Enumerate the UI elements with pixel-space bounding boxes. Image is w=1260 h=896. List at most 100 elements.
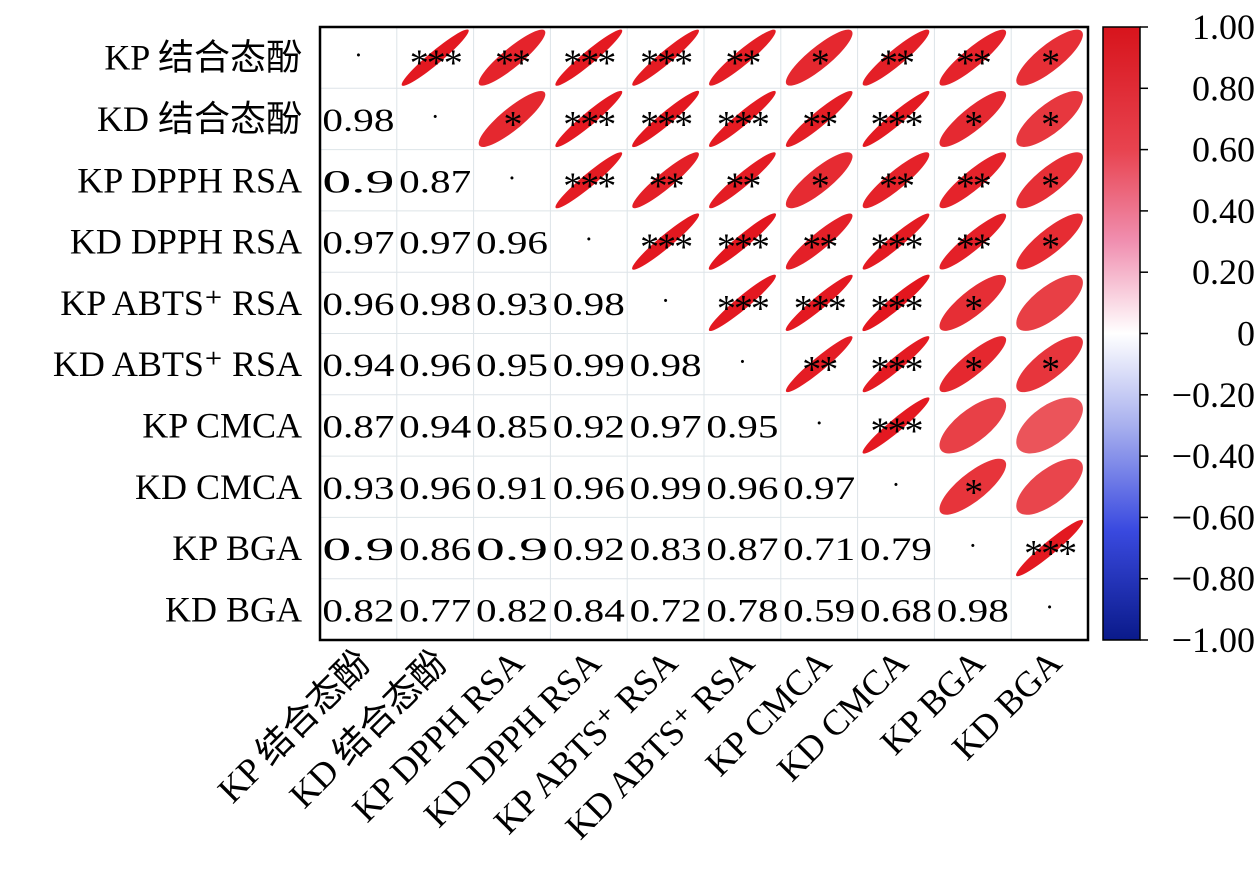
significance-stars: * [1041, 104, 1059, 146]
colorbar-ticks: 1.00 0.80 0.60 0.40 0.20 0 −0.20 −0.40 −0.60 −0.8… [1140, 7, 1255, 660]
correlation-ellipse-group [478, 90, 546, 147]
correlation-ellipse [862, 29, 930, 86]
correlation-value: 0.9 [322, 532, 394, 568]
correlation-value: 0.82 [476, 593, 548, 629]
correlation-value: 0.96 [476, 226, 548, 262]
correlation-value: 0.87 [399, 164, 471, 200]
correlation-ellipse [785, 90, 853, 147]
significance-stars: ** [956, 227, 991, 269]
row-label: KD BGA [165, 589, 302, 629]
correlation-ellipse [709, 90, 776, 147]
correlation-ellipse-group [401, 29, 469, 86]
correlation-ellipse-group [555, 90, 623, 148]
correlation-ellipse [785, 274, 853, 331]
correlation-ellipse-group [478, 29, 546, 86]
correlation-ellipse-group [632, 152, 699, 209]
significance-stars: ** [725, 43, 760, 85]
significance-stars: * [811, 43, 829, 85]
colorbar-tick-label: 0.60 [1192, 130, 1255, 170]
correlation-value: 0.68 [860, 593, 932, 629]
correlation-ellipse-group [1016, 90, 1083, 147]
correlation-value: 0.94 [399, 409, 471, 445]
diagonal-marker: · [892, 470, 901, 499]
significance-stars: *** [871, 288, 923, 330]
correlation-ellipse [1016, 274, 1083, 331]
significance-stars: ** [802, 227, 837, 269]
diagonal-marker: · [354, 41, 363, 70]
significance-stars: *** [871, 410, 923, 452]
correlation-value: 0.82 [322, 593, 394, 629]
significance-stars: ** [956, 165, 991, 207]
correlation-ellipse-group [632, 90, 700, 148]
significance-stars: * [964, 288, 982, 330]
correlation-value: 0.96 [399, 471, 471, 507]
correlation-ellipse [785, 152, 853, 209]
correlation-ellipse [1016, 152, 1083, 209]
correlation-ellipse-group [939, 458, 1007, 515]
diagonal-marker: · [968, 531, 977, 560]
correlation-ellipse [632, 152, 699, 209]
correlation-ellipse-group [785, 213, 853, 270]
correlation-ellipse [555, 152, 623, 209]
significance-stars: *** [717, 227, 769, 269]
significance-stars: *** [640, 227, 692, 269]
correlation-ellipse-group [939, 90, 1007, 147]
correlation-ellipse-group [709, 152, 776, 209]
correlation-ellipse [939, 152, 1007, 209]
correlation-value: 0.72 [630, 593, 702, 629]
correlation-value: 0.98 [399, 287, 471, 323]
significance-stars: ** [802, 104, 837, 146]
correlation-ellipse-group [1016, 274, 1083, 331]
correlation-ellipse-group [862, 90, 930, 147]
correlation-value: 0.96 [322, 287, 394, 323]
correlation-ellipse-group [1016, 29, 1083, 86]
correlation-value: 0.97 [783, 471, 855, 507]
correlation-ellipse [1016, 90, 1083, 147]
correlation-ellipse-group [555, 29, 623, 86]
significance-stars: * [1041, 165, 1059, 207]
correlation-ellipse [785, 29, 853, 86]
correlation-value: 0.97 [630, 409, 702, 445]
correlation-ellipse-group [785, 90, 853, 147]
correlation-ellipse [785, 213, 853, 270]
significance-stars: * [504, 104, 522, 146]
row-label: KD DPPH RSA [70, 222, 302, 262]
correlation-ellipse-group [862, 274, 930, 332]
correlation-value: 0.96 [706, 471, 778, 507]
colorbar-tick-label: 0.40 [1192, 191, 1255, 231]
correlation-ellipse-group [785, 152, 853, 209]
correlation-ellipse [939, 336, 1007, 393]
correlation-ellipse-group [1016, 152, 1083, 209]
significance-stars: *** [794, 288, 846, 330]
correlation-value: 0.99 [630, 471, 702, 507]
significance-stars: *** [563, 165, 615, 207]
colorbar-tick-label: −0.40 [1172, 436, 1255, 476]
correlation-value: 0.78 [706, 593, 778, 629]
correlation-ellipse-group [939, 29, 1007, 86]
significance-stars: * [964, 104, 982, 146]
correlation-ellipse-group [862, 29, 930, 86]
correlation-ellipse [401, 29, 469, 86]
correlation-ellipse [939, 90, 1007, 147]
correlation-ellipse-group [939, 336, 1007, 393]
correlation-value: 0.98 [553, 287, 625, 323]
correlation-value: 0.9 [476, 532, 548, 568]
significance-stars: * [964, 472, 982, 514]
correlation-ellipse [939, 274, 1007, 331]
significance-stars: ** [495, 43, 530, 85]
correlation-value: 0.96 [553, 471, 625, 507]
correlation-ellipse-group [709, 29, 776, 86]
correlation-value: 0.77 [399, 593, 471, 629]
correlation-ellipse-group [862, 397, 930, 454]
row-label: KP CMCA [142, 405, 302, 445]
correlation-value: 0.87 [706, 532, 778, 568]
correlation-ellipse [555, 90, 623, 148]
correlation-value: 0.96 [399, 348, 471, 384]
correlation-ellipse [632, 213, 700, 270]
correlation-value: 0.92 [553, 409, 625, 445]
row-label: KP ABTS⁺ RSA [60, 283, 302, 323]
colorbar-tick-label: 0 [1237, 314, 1255, 354]
correlation-value: 0.95 [476, 348, 548, 384]
colorbar [1102, 26, 1141, 641]
